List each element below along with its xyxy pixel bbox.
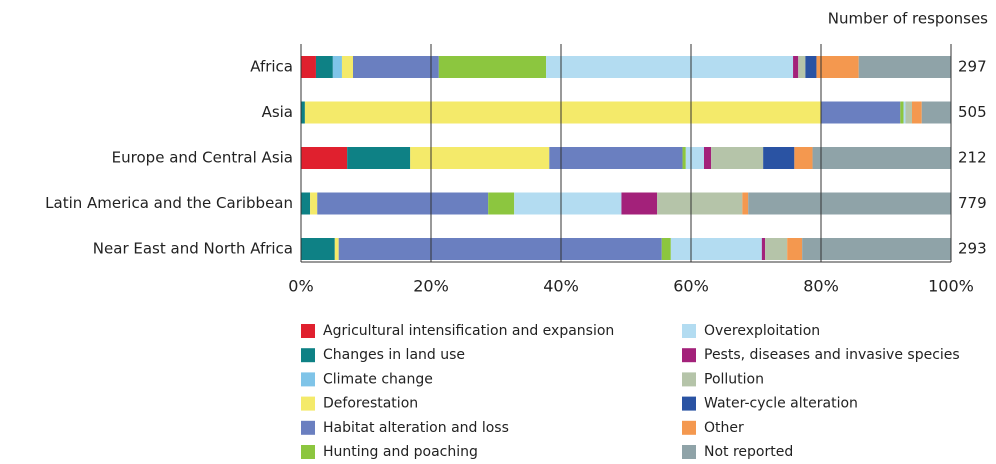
- bar-segment: [488, 192, 515, 215]
- bar-segment: [621, 192, 658, 215]
- legend-label: Pollution: [704, 371, 764, 387]
- response-count: 293: [958, 240, 987, 258]
- legend-swatch: [301, 324, 315, 338]
- legend-swatch: [301, 348, 315, 363]
- bar-segment: [858, 56, 951, 78]
- bar-segment: [787, 238, 803, 260]
- legend-swatch: [682, 348, 696, 363]
- bar-segment: [334, 238, 339, 260]
- bar-segment: [341, 56, 353, 78]
- x-tick-label: 60%: [673, 277, 709, 296]
- category-label: Africa: [250, 58, 293, 76]
- bar-segment: [765, 238, 788, 260]
- bar-segment: [546, 56, 794, 78]
- bar-segment: [685, 147, 704, 169]
- bar-segment: [682, 147, 686, 169]
- bar-segment: [338, 238, 662, 260]
- bar-segment: [315, 56, 333, 78]
- legend-label: Agricultural intensification and expansi…: [323, 323, 614, 339]
- legend-label: Deforestation: [323, 396, 418, 412]
- bar-segment: [821, 101, 901, 124]
- response-count: 297: [958, 58, 987, 76]
- legend-swatch: [301, 372, 315, 387]
- x-tick-label: 80%: [803, 277, 839, 296]
- legend-swatch: [682, 420, 696, 435]
- bar-segment: [332, 56, 342, 78]
- legend-swatch: [301, 445, 315, 459]
- legend-swatch: [301, 420, 315, 435]
- bar-segment: [805, 56, 817, 78]
- bar-segment: [900, 101, 904, 124]
- responses-title: Number of responses: [828, 10, 988, 28]
- bar-segment: [812, 147, 951, 169]
- category-label: Near East and North Africa: [93, 240, 293, 258]
- bar-segment: [912, 101, 922, 124]
- legend-label: Pests, diseases and invasive species: [704, 347, 960, 363]
- bar-segment: [763, 147, 795, 169]
- legend-label: Other: [704, 420, 744, 436]
- bar-segment: [353, 56, 439, 78]
- bar-segment: [301, 56, 316, 78]
- bar-segment: [748, 192, 951, 215]
- bar-segment: [310, 192, 318, 215]
- bar-segment: [798, 56, 806, 78]
- category-label: Asia: [262, 103, 293, 121]
- bar-segment: [301, 238, 335, 260]
- bar-segment: [761, 238, 766, 260]
- bar-segment: [793, 56, 799, 78]
- legend-swatch: [682, 324, 696, 338]
- x-tick-label: 100%: [928, 277, 974, 296]
- bar-segment: [742, 192, 749, 215]
- bar-segment: [347, 147, 411, 169]
- bar-segment: [317, 192, 489, 215]
- x-tick-label: 20%: [413, 277, 449, 296]
- bar-segment: [301, 101, 305, 124]
- bar-segment: [410, 147, 550, 169]
- bar-segment: [905, 101, 912, 124]
- x-tick-label: 0%: [288, 277, 313, 296]
- legend-swatch: [301, 396, 315, 411]
- bar-segment: [802, 238, 951, 260]
- legend-label: Habitat alteration and loss: [323, 420, 509, 436]
- legend-label: Not reported: [704, 444, 793, 460]
- category-label: Latin America and the Caribbean: [45, 194, 293, 212]
- legend-label: Changes in land use: [323, 347, 465, 363]
- legend-swatch: [682, 396, 696, 411]
- bar-segment: [301, 147, 348, 169]
- bar-segment: [711, 147, 764, 169]
- response-count: 505: [958, 103, 987, 121]
- bar-segment: [549, 147, 683, 169]
- bar-segment: [816, 56, 859, 78]
- bar-segment: [304, 101, 821, 124]
- bar-segment: [903, 101, 906, 124]
- response-count: 212: [958, 149, 987, 167]
- category-label: Europe and Central Asia: [112, 149, 293, 167]
- bar-segment: [661, 238, 671, 260]
- bar-segment: [657, 192, 743, 215]
- x-tick-label: 40%: [543, 277, 579, 296]
- bar-segment: [301, 192, 311, 215]
- legend-swatch: [682, 372, 696, 387]
- legend-label: Overexploitation: [704, 323, 820, 339]
- legend-label: Water-cycle alteration: [704, 396, 858, 412]
- legend-label: Hunting and poaching: [323, 444, 478, 460]
- bar-segment: [794, 147, 813, 169]
- bar-segment: [921, 101, 951, 124]
- bar-segment: [670, 238, 762, 260]
- legend-label: Climate change: [323, 371, 433, 387]
- bar-segment: [704, 147, 712, 169]
- bar-segment: [438, 56, 547, 78]
- legend-swatch: [682, 445, 696, 459]
- response-count: 779: [958, 194, 987, 212]
- bar-segment: [514, 192, 622, 215]
